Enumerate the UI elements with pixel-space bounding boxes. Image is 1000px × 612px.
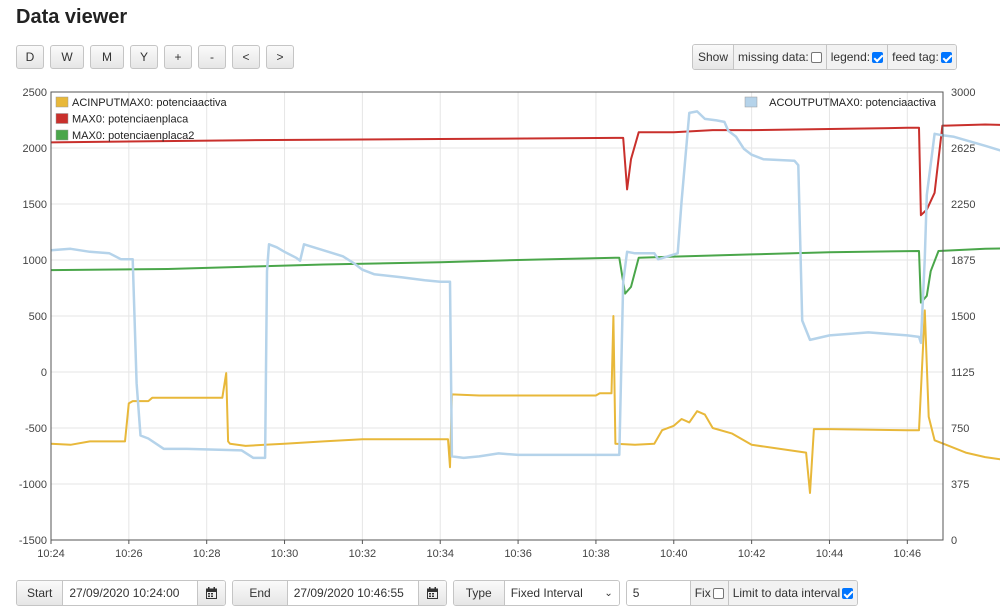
y-right-tick-label: 2250 <box>951 199 975 211</box>
show-label[interactable]: Show <box>693 45 735 69</box>
x-tick-label: 10:34 <box>426 548 454 560</box>
fix-option[interactable]: Fix <box>690 581 728 605</box>
fix-checkbox[interactable] <box>712 587 724 599</box>
start-label: Start <box>17 581 64 605</box>
x-tick-label: 10:30 <box>271 548 299 560</box>
y-left-tick-label: -1500 <box>19 535 47 547</box>
zoom-in-button[interactable]: + <box>164 45 192 69</box>
type-select[interactable]: Fixed Interval ⌄ <box>504 581 619 605</box>
year-button[interactable]: Y <box>130 45 158 69</box>
y-left-tick-label: 2500 <box>23 87 47 99</box>
y-left-tick-label: 2000 <box>23 143 47 155</box>
series-line-3 <box>50 247 1000 304</box>
missing-data-label: missing data: <box>738 50 809 64</box>
feed-tag-checkbox[interactable] <box>940 51 952 63</box>
legend-checkbox[interactable] <box>872 51 884 63</box>
time-controls: Start 27/09/2020 10:24:00 End 27/09/2020… <box>16 580 859 606</box>
limit-label: Limit to data interval <box>732 586 841 600</box>
legend-label: legend: <box>830 50 871 64</box>
month-button[interactable]: M <box>90 45 124 69</box>
y-right-tick-label: 2625 <box>951 143 975 155</box>
end-label: End <box>233 581 288 605</box>
x-tick-label: 10:44 <box>816 548 844 560</box>
x-tick-label: 10:28 <box>193 548 221 560</box>
limit-checkbox[interactable] <box>842 587 854 599</box>
series-line-2 <box>50 123 1000 217</box>
x-tick-label: 10:40 <box>660 548 688 560</box>
start-input[interactable]: 27/09/2020 10:24:00 <box>63 581 198 605</box>
type-select-value: Fixed Interval <box>510 586 583 600</box>
type-label: Type <box>453 581 505 605</box>
end-input[interactable]: 27/09/2020 10:46:55 <box>287 581 418 605</box>
interval-input[interactable]: 5 <box>626 581 691 605</box>
y-right-tick-label: 750 <box>951 423 969 435</box>
y-left-tick-label: 1500 <box>23 199 47 211</box>
y-right-tick-label: 0 <box>951 535 957 547</box>
chevron-down-icon: ⌄ <box>604 587 613 599</box>
plot-frame <box>50 91 944 541</box>
start-group: Start 27/09/2020 10:24:00 <box>16 580 227 606</box>
start-calendar-icon[interactable] <box>197 581 226 605</box>
week-button[interactable]: W <box>50 45 84 69</box>
y-right-tick-label: 1875 <box>951 255 975 267</box>
series-line-4 <box>50 110 1000 460</box>
y-right-tick-label: 375 <box>951 479 969 491</box>
day-button[interactable]: D <box>16 45 44 69</box>
interval-group: 5 Fix Limit to data interval <box>625 580 859 606</box>
x-tick-label: 10:32 <box>349 548 377 560</box>
legend-entry[interactable]: ACINPUTMAX0: potenciaactiva <box>72 97 228 109</box>
series-line-1 <box>50 309 1000 494</box>
legend-swatch <box>55 96 69 108</box>
page-title: Data viewer <box>16 6 128 28</box>
end-calendar-icon[interactable] <box>417 581 446 605</box>
zoom-out-button[interactable]: - <box>198 45 226 69</box>
legend-option[interactable]: legend: <box>826 45 889 69</box>
x-tick-label: 10:42 <box>738 548 766 560</box>
legend-entry-right[interactable]: ACOUTPUTMAX0: potenciaactiva <box>769 97 937 109</box>
y-left-tick-label: 0 <box>41 367 47 379</box>
end-group: End 27/09/2020 10:46:55 <box>232 580 447 606</box>
limit-option[interactable]: Limit to data interval <box>727 581 858 605</box>
show-options: Show missing data: legend: feed tag: <box>692 44 957 70</box>
y-left-tick-label: 500 <box>29 311 47 323</box>
x-tick-label: 10:36 <box>504 548 532 560</box>
legend-swatch-right <box>744 96 758 108</box>
pan-right-button[interactable]: > <box>266 45 294 69</box>
y-right-tick-label: 1125 <box>951 367 975 379</box>
feed-tag-label: feed tag: <box>892 50 939 64</box>
legend-swatch <box>55 113 69 124</box>
y-right-tick-label: 1500 <box>951 311 975 323</box>
missing-data-option[interactable]: missing data: <box>734 45 827 69</box>
range-button-group: D W M Y + - < > <box>16 45 294 69</box>
y-left-tick-label: -1000 <box>19 479 47 491</box>
x-tick-label: 10:24 <box>37 548 65 560</box>
y-left-tick-label: 1000 <box>23 255 47 267</box>
x-tick-label: 10:26 <box>115 548 143 560</box>
type-group: Type Fixed Interval ⌄ <box>452 580 620 606</box>
data-chart[interactable]: 10:24 10:26 10:28 10:30 10:32 10:34 10:36 10:38… <box>0 80 1000 560</box>
x-tick-label: 10:38 <box>582 548 610 560</box>
pan-left-button[interactable]: < <box>232 45 260 69</box>
missing-data-checkbox[interactable] <box>810 51 822 63</box>
y-left-tick-label: -500 <box>25 423 47 435</box>
feed-tag-option[interactable]: feed tag: <box>888 45 956 69</box>
x-tick-label: 10:46 <box>894 548 922 560</box>
legend-entry[interactable]: MAX0: potenciaenplaca <box>72 114 189 126</box>
legend-entry[interactable]: MAX0: potenciaenplaca2 <box>72 130 194 142</box>
fix-label: Fix <box>694 586 711 600</box>
legend-swatch <box>55 129 69 141</box>
y-right-tick-label: 3000 <box>951 87 975 99</box>
